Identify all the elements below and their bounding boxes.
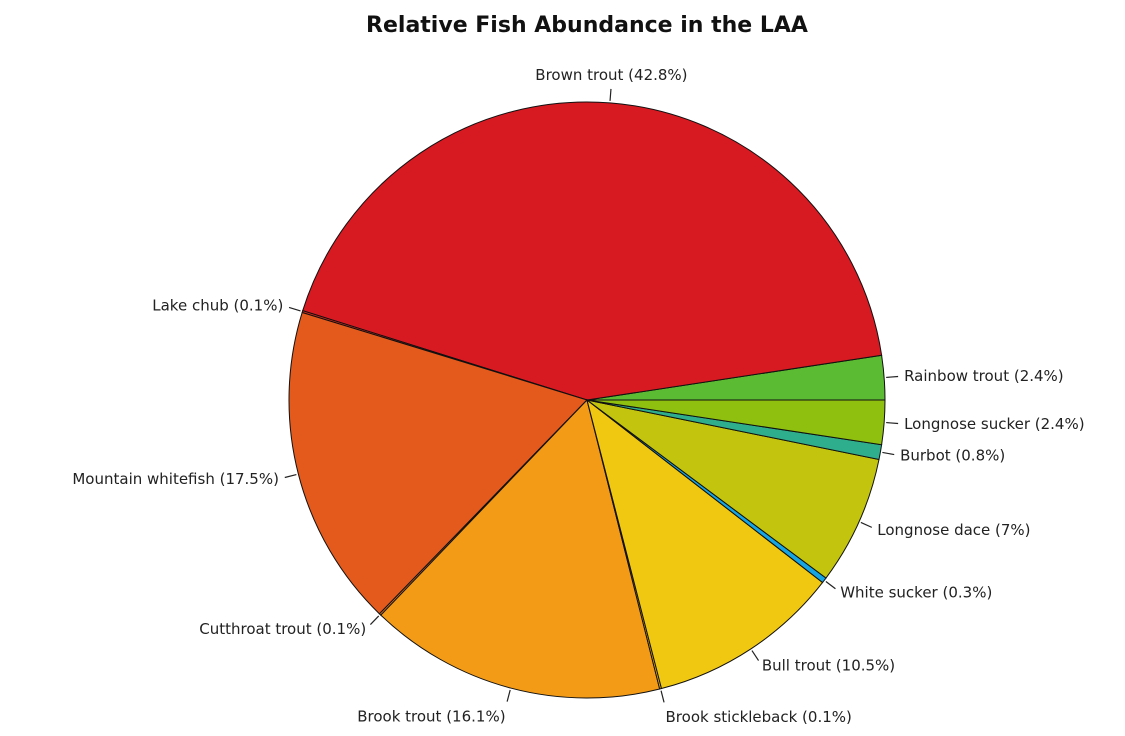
- pie-slice-mountain-whitefish: [288, 311, 588, 615]
- pie-slice-longnose-dace: [586, 399, 880, 579]
- pie-slice-brook-trout: [380, 399, 661, 699]
- leader-line-burbot: [882, 451, 895, 456]
- leader-line-lake-chub: [288, 306, 301, 312]
- slice-label-lake-chub: Lake chub (0.1%): [152, 297, 283, 315]
- leader-line-brook-trout: [506, 689, 511, 702]
- pie-slice-longnose-sucker: [586, 399, 886, 446]
- slice-label-bull-trout: Bull trout (10.5%): [762, 657, 895, 675]
- pie-slices: [288, 101, 886, 699]
- slice-label-brook-trout: Brook trout (16.1%): [357, 707, 505, 725]
- leader-line-longnose-sucker: [886, 421, 899, 425]
- slice-label-longnose-dace: Longnose dace (7%): [877, 521, 1030, 539]
- slice-label-white-sucker: White sucker (0.3%): [840, 583, 992, 601]
- slice-label-mountain-whitefish: Mountain whitefish (17.5%): [72, 470, 279, 488]
- slice-label-brook-stickleback: Brook stickleback (0.1%): [666, 708, 852, 726]
- slice-label-cutthroat-trout: Cutthroat trout (0.1%): [199, 620, 366, 638]
- chart-title: Relative Fish Abundance in the LAA: [366, 13, 808, 38]
- leader-lines: [284, 88, 899, 703]
- slice-label-burbot: Burbot (0.8%): [900, 447, 1005, 465]
- slice-labels: Rainbow trout (2.4%) Brown trout (42.8%) L…: [72, 66, 1084, 726]
- slice-label-rainbow-trout: Rainbow trout (2.4%): [904, 367, 1064, 385]
- leader-line-brown-trout: [609, 88, 612, 101]
- leader-line-mountain-whitefish: [284, 473, 297, 479]
- leader-line-brook-stickleback: [660, 690, 665, 703]
- leader-line-cutthroat-trout: [369, 615, 380, 625]
- pie-slice-brown-trout: [302, 101, 883, 401]
- leader-line-longnose-dace: [860, 521, 873, 528]
- leader-line-bull-trout: [751, 650, 760, 661]
- slice-label-longnose-sucker: Longnose sucker (2.4%): [904, 415, 1085, 433]
- slice-label-brown-trout: Brown trout (42.8%): [535, 66, 687, 84]
- pie-slice-bull-trout: [586, 398, 824, 690]
- leader-line-rainbow-trout: [886, 375, 899, 379]
- leader-line-white-sucker: [825, 580, 836, 590]
